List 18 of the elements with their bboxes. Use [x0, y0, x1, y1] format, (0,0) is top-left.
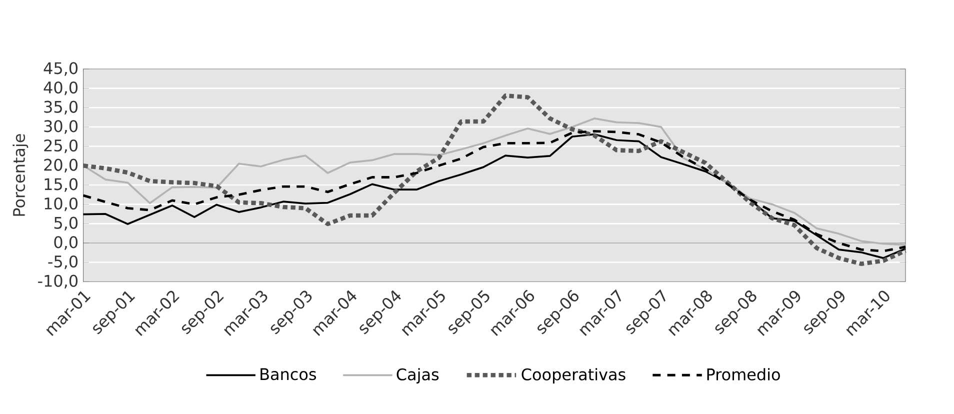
legend-label: Promedio	[707, 368, 780, 380]
legend-label: Bancos	[260, 368, 316, 380]
y-tick-label: 20,0	[44, 158, 78, 172]
y-tick-label: 45,0	[44, 62, 78, 76]
y-tick-label: -10,0	[38, 274, 78, 288]
y-tick-label: 10,0	[44, 197, 78, 212]
y-tick-label: 40,0	[44, 81, 78, 96]
legend-label: Cooperativas	[522, 368, 626, 384]
y-tick-label: 25,0	[44, 139, 78, 154]
y-tick-label: 35,0	[44, 100, 78, 114]
y-tick-label: 15,0	[44, 178, 78, 192]
y-tick-label: 30,0	[44, 120, 78, 134]
y-tick-label: 5,0	[54, 216, 78, 230]
y-axis-title: Porcentaje	[12, 134, 28, 216]
y-tick-label: -5,0	[48, 255, 78, 270]
legend-label: Cajas	[396, 368, 439, 384]
y-tick-label: 0,0	[54, 236, 78, 250]
line-series	[81, 93, 908, 266]
